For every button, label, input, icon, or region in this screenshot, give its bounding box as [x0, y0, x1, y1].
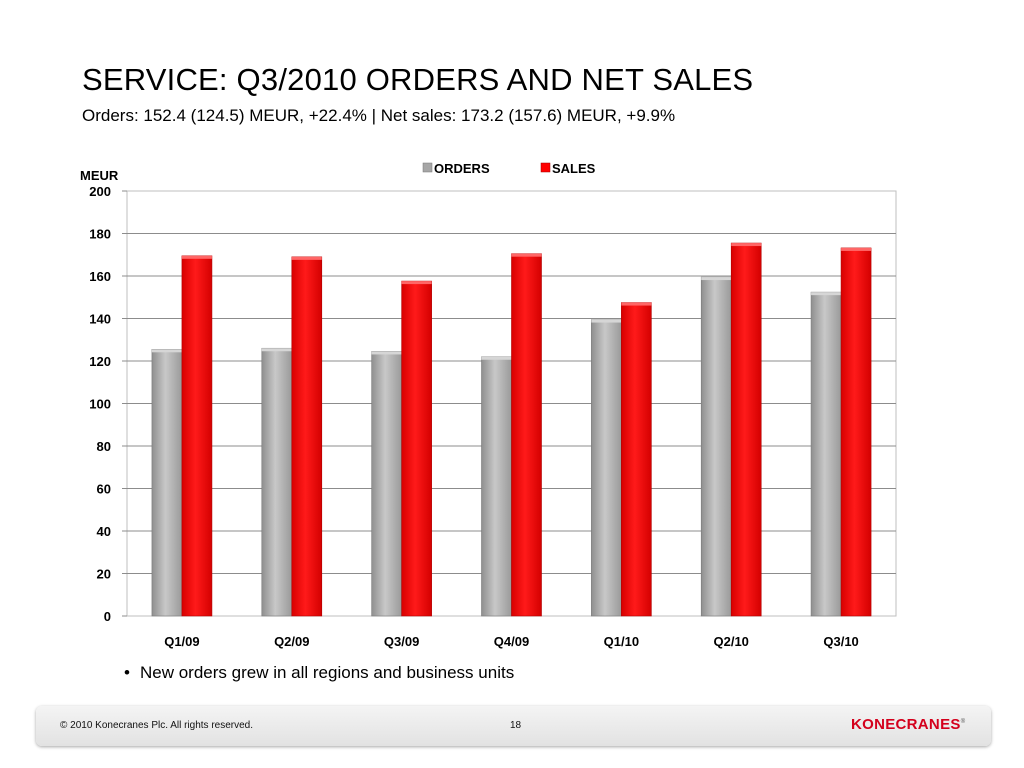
y-tick-label: 160 — [89, 269, 111, 284]
bar-highlight — [151, 349, 182, 353]
page-number: 18 — [510, 720, 522, 731]
bar-sales-Q4-09 — [511, 253, 542, 617]
y-tick-label: 20 — [97, 567, 111, 582]
bullet-text: New orders grew in all regions and busin… — [140, 663, 515, 682]
y-tick-label: 100 — [89, 397, 111, 412]
bars — [151, 242, 872, 617]
bar-highlight — [841, 247, 872, 251]
x-tick-label: Q1/10 — [604, 634, 639, 649]
logo-registered-mark: ® — [960, 719, 966, 725]
bar-orders-Q2-10 — [700, 276, 732, 617]
bar-orders-Q2-09 — [261, 347, 293, 617]
bar-sales-Q1-09 — [181, 255, 213, 617]
footer-copyright: © 2010 Konecranes Plc. All rights reserv… — [60, 720, 254, 731]
bar-highlight — [621, 302, 652, 306]
x-tick-label: Q2/09 — [274, 634, 309, 649]
bullet-icon: • — [124, 663, 130, 682]
y-tick-label: 120 — [89, 354, 111, 369]
y-tick-label: 40 — [97, 524, 111, 539]
y-tick-label: 180 — [89, 227, 111, 242]
x-tick-label: Q3/10 — [823, 634, 858, 649]
y-axis-ticks: 0 20 40 60 80 100 120 140 160 180 200 — [89, 184, 127, 624]
bar-sales-Q1-10 — [621, 302, 652, 617]
bar-highlight — [701, 277, 732, 281]
bar-orders-Q3-09 — [371, 351, 402, 617]
logo-text: KONECRANES — [851, 716, 961, 733]
bar-highlight — [731, 243, 762, 247]
legend: ORDERS SALES — [422, 161, 596, 176]
bar-highlight — [401, 281, 432, 285]
bullet-item: • New orders grew in all regions and busi… — [124, 663, 514, 683]
bar-orders-Q1-10 — [591, 319, 622, 617]
x-tick-label: Q1/09 — [164, 634, 199, 649]
bar-highlight — [291, 256, 322, 260]
footer-bar: © 2010 Konecranes Plc. All rights reserv… — [36, 706, 991, 746]
bar-orders-Q3-10 — [810, 291, 842, 617]
legend-label-sales: SALES — [552, 161, 596, 176]
bar-highlight — [181, 255, 212, 259]
slide-subtitle: Orders: 152.4 (124.5) MEUR, +22.4% | Net… — [82, 106, 676, 125]
bar-highlight — [591, 319, 622, 323]
legend-swatch-orders — [422, 162, 433, 173]
konecranes-logo: KONECRANES® — [851, 716, 965, 733]
bar-highlight — [481, 356, 512, 360]
x-tick-label: Q4/09 — [494, 634, 529, 649]
y-tick-label: 0 — [104, 609, 111, 624]
bar-sales-Q2-09 — [291, 256, 323, 617]
bar-chart: 0 20 40 60 80 100 120 140 160 180 200 Q1/09 Q2/09 Q3… — [80, 161, 897, 649]
y-axis-label: MEUR — [80, 168, 119, 183]
bar-sales-Q2-10 — [730, 242, 762, 617]
legend-swatch-sales — [540, 162, 551, 173]
bar-sales-Q3-09 — [401, 280, 432, 617]
bar-highlight — [811, 292, 842, 296]
x-tick-label: Q3/09 — [384, 634, 419, 649]
bar-highlight — [261, 348, 292, 352]
y-tick-label: 200 — [89, 184, 111, 199]
bar-highlight — [511, 253, 542, 257]
x-tick-label: Q2/10 — [714, 634, 749, 649]
bar-orders-Q1-09 — [151, 349, 183, 617]
x-axis-ticks: Q1/09 Q2/09 Q3/09 Q4/09 Q1/10 Q2/10 Q3/10 — [164, 634, 859, 649]
bar-orders-Q4-09 — [481, 356, 512, 617]
bar-sales-Q3-10 — [840, 247, 872, 617]
y-tick-label: 60 — [97, 482, 111, 497]
slide-title: SERVICE: Q3/2010 ORDERS AND NET SALES — [82, 62, 754, 97]
y-tick-label: 80 — [97, 439, 111, 454]
bar-highlight — [371, 351, 402, 355]
y-tick-label: 140 — [89, 312, 111, 327]
legend-label-orders: ORDERS — [434, 161, 490, 176]
